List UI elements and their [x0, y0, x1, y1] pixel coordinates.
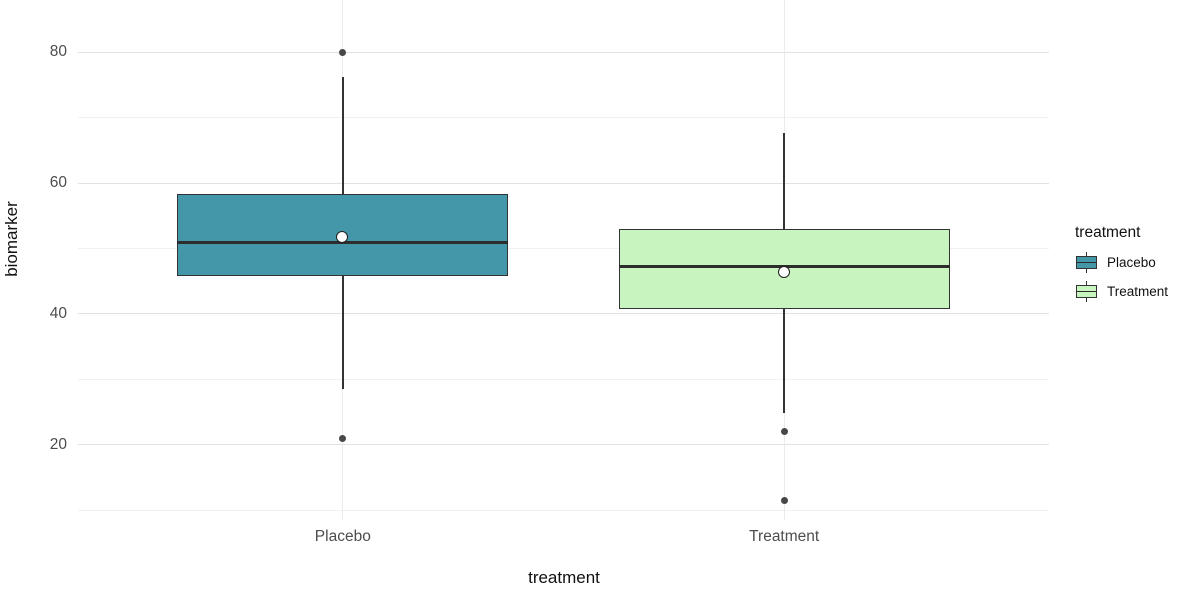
legend-entry: Treatment [1075, 279, 1168, 303]
legend: treatment Placebo Treatment [1075, 224, 1168, 308]
y-major-gridline [78, 51, 1049, 53]
legend-key-boxplot-icon [1075, 251, 1098, 274]
outlier-point [780, 496, 788, 504]
mean-point-placebo [336, 231, 349, 244]
outlier-point [780, 428, 788, 436]
y-minor-gridline [78, 509, 1049, 511]
x-tick-label: Treatment [749, 528, 820, 545]
y-tick-label: 40 [49, 304, 67, 322]
y-minor-gridline [78, 117, 1049, 119]
legend-entry-label: Treatment [1107, 283, 1169, 299]
plot-panel [78, 0, 1049, 520]
x-axis-title: treatment [528, 568, 600, 587]
outlier-point [339, 48, 347, 56]
x-tick-label: Placebo [314, 528, 371, 545]
outlier-point [339, 434, 347, 442]
legend-key-boxplot-icon [1075, 280, 1098, 303]
y-minor-gridline [78, 378, 1049, 380]
box-placebo [177, 194, 509, 276]
y-major-gridline [78, 182, 1049, 184]
legend-title: treatment [1075, 224, 1141, 241]
y-minor-gridline [78, 248, 1049, 250]
y-tick-label: 80 [49, 43, 67, 61]
y-tick-label: 60 [49, 174, 67, 192]
y-major-gridline [78, 313, 1049, 315]
legend-entries: Placebo Treatment [1075, 250, 1168, 303]
legend-entry: Placebo [1075, 250, 1168, 274]
y-major-gridline [78, 444, 1049, 446]
y-tick-label: 20 [49, 435, 67, 453]
mean-point-treatment [777, 266, 790, 279]
legend-median-line [1076, 261, 1097, 264]
legend-entry-label: Placebo [1107, 254, 1156, 270]
legend-median-line [1076, 290, 1097, 293]
